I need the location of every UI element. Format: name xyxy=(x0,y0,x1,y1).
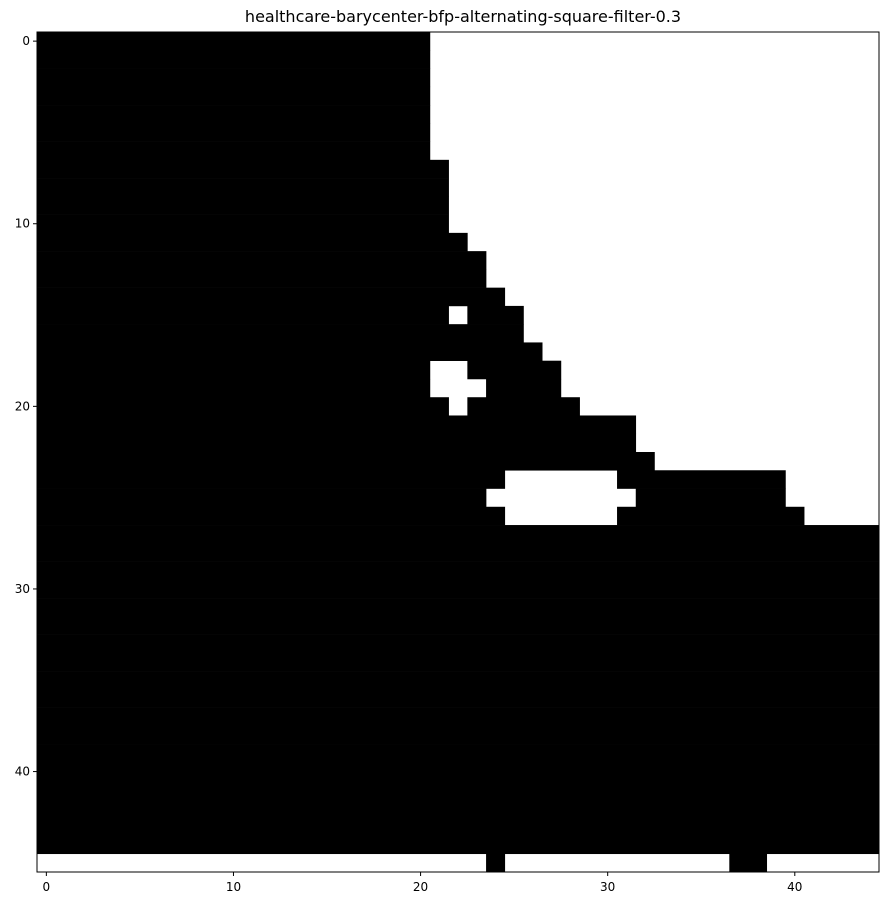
heatmap-cell-run xyxy=(37,616,880,635)
heatmap-cell-run xyxy=(635,488,786,508)
heatmap-cell-run xyxy=(37,105,431,124)
heatmap-cell-run xyxy=(37,251,487,270)
heatmap-cell-run xyxy=(37,488,487,508)
heatmap-cell-run xyxy=(37,32,431,51)
heatmap-cell-run xyxy=(37,579,880,599)
heatmap-cell-run xyxy=(37,214,449,234)
heatmap-cell-run xyxy=(37,598,880,617)
y-axis: 0 10 20 30 40 xyxy=(15,34,37,779)
heatmap-cell-run xyxy=(617,506,805,526)
y-tick-label: 10 xyxy=(15,217,30,231)
heatmap-cell-run xyxy=(37,835,880,855)
heatmap-cell-run xyxy=(37,342,543,361)
heatmap-cell-run xyxy=(467,305,524,325)
heatmap-cell-run xyxy=(37,561,880,581)
heatmap-cell-run xyxy=(37,470,506,489)
heatmap-cell-run xyxy=(37,725,880,745)
heatmap-cell-run xyxy=(467,397,580,416)
heatmap-cell-run xyxy=(37,360,431,380)
x-tick-label: 30 xyxy=(600,880,615,894)
x-tick-label: 40 xyxy=(787,880,802,894)
y-tick-label: 0 xyxy=(22,34,30,48)
heatmap-cell-run xyxy=(37,324,524,343)
x-tick-label: 0 xyxy=(43,880,51,894)
heatmap-cell-run xyxy=(37,123,431,142)
heatmap-cell-run xyxy=(37,68,431,88)
heatmap-cell-run xyxy=(37,506,506,526)
heatmap-cell-run xyxy=(37,378,431,398)
heatmap-cells xyxy=(37,32,880,873)
heatmap-cell-run xyxy=(37,141,431,161)
heatmap-cell-run xyxy=(37,652,880,672)
x-axis: 0 10 20 30 40 xyxy=(43,872,802,894)
heatmap-cell-run xyxy=(37,744,880,763)
heatmap-cell-run xyxy=(37,433,637,453)
y-tick-label: 40 xyxy=(15,765,30,779)
heatmap-cell-run xyxy=(37,762,880,781)
heatmap-cell-run xyxy=(37,397,449,416)
heatmap-cell-run xyxy=(37,671,880,690)
heatmap-cell-run xyxy=(37,269,487,288)
heatmap-cell-run xyxy=(37,780,880,800)
heatmap-cell-run xyxy=(37,232,468,252)
heatmap-cell-run xyxy=(37,287,506,307)
heatmap-cell-run xyxy=(37,50,431,69)
x-tick-label: 20 xyxy=(413,880,428,894)
heatmap-cell-run xyxy=(729,853,768,873)
heatmap-cell-run xyxy=(37,543,880,562)
heatmap-cell-run xyxy=(37,689,880,708)
heatmap-cell-run xyxy=(37,798,880,818)
heatmap-cell-run xyxy=(37,634,880,654)
heatmap-cell-run xyxy=(37,707,880,727)
heatmap-cell-run xyxy=(37,196,449,215)
heatmap-cell-run xyxy=(37,86,431,106)
heatmap-cell-run xyxy=(37,415,637,435)
heatmap-cell-run xyxy=(37,305,449,325)
x-tick-label: 10 xyxy=(226,880,241,894)
chart-title: healthcare-barycenter-bfp-alternating-sq… xyxy=(245,7,681,26)
heatmap-cell-run xyxy=(37,159,449,179)
heatmap-cell-run xyxy=(486,378,562,398)
heatmap-cell-run xyxy=(617,470,786,489)
heatmap-cell-run xyxy=(486,853,506,873)
y-tick-label: 20 xyxy=(15,399,30,413)
heatmap-cell-run xyxy=(37,178,449,197)
plot-frame xyxy=(36,31,880,873)
heatmap-cell-run xyxy=(37,452,655,471)
heatmap-cell-run xyxy=(37,525,880,544)
heatmap-cell-run xyxy=(467,360,562,380)
y-tick-label: 30 xyxy=(15,582,30,596)
heatmap-cell-run xyxy=(37,817,880,836)
